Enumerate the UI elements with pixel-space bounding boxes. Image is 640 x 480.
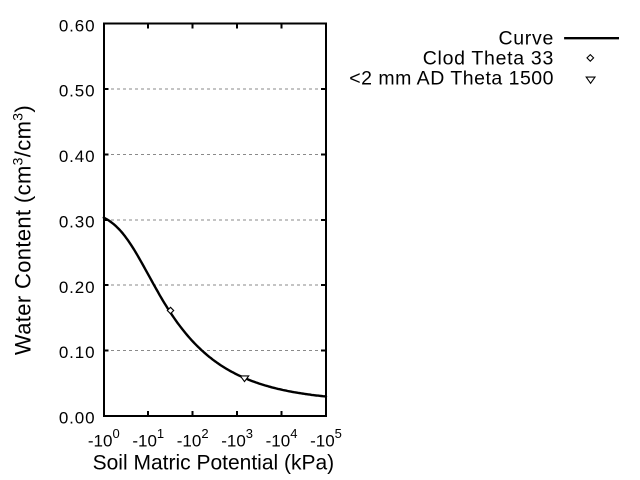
svg-text:Clod Theta 33: Clod Theta 33 xyxy=(423,47,554,69)
svg-text:<2 mm AD Theta 1500: <2 mm AD Theta 1500 xyxy=(349,68,554,90)
svg-text:0.60: 0.60 xyxy=(59,16,96,35)
svg-text:0.00: 0.00 xyxy=(59,409,96,428)
svg-text:0.10: 0.10 xyxy=(59,343,96,362)
svg-text:Soil Matric Potential (kPa): Soil Matric Potential (kPa) xyxy=(93,452,335,475)
svg-text:0.50: 0.50 xyxy=(59,82,96,101)
svg-text:0.30: 0.30 xyxy=(59,212,96,231)
svg-text:0.20: 0.20 xyxy=(59,278,96,297)
svg-text:Water Content (cm3/cm3): Water Content (cm3/cm3) xyxy=(10,105,36,355)
svg-text:0.40: 0.40 xyxy=(59,147,96,166)
svg-text:Curve: Curve xyxy=(498,28,554,50)
